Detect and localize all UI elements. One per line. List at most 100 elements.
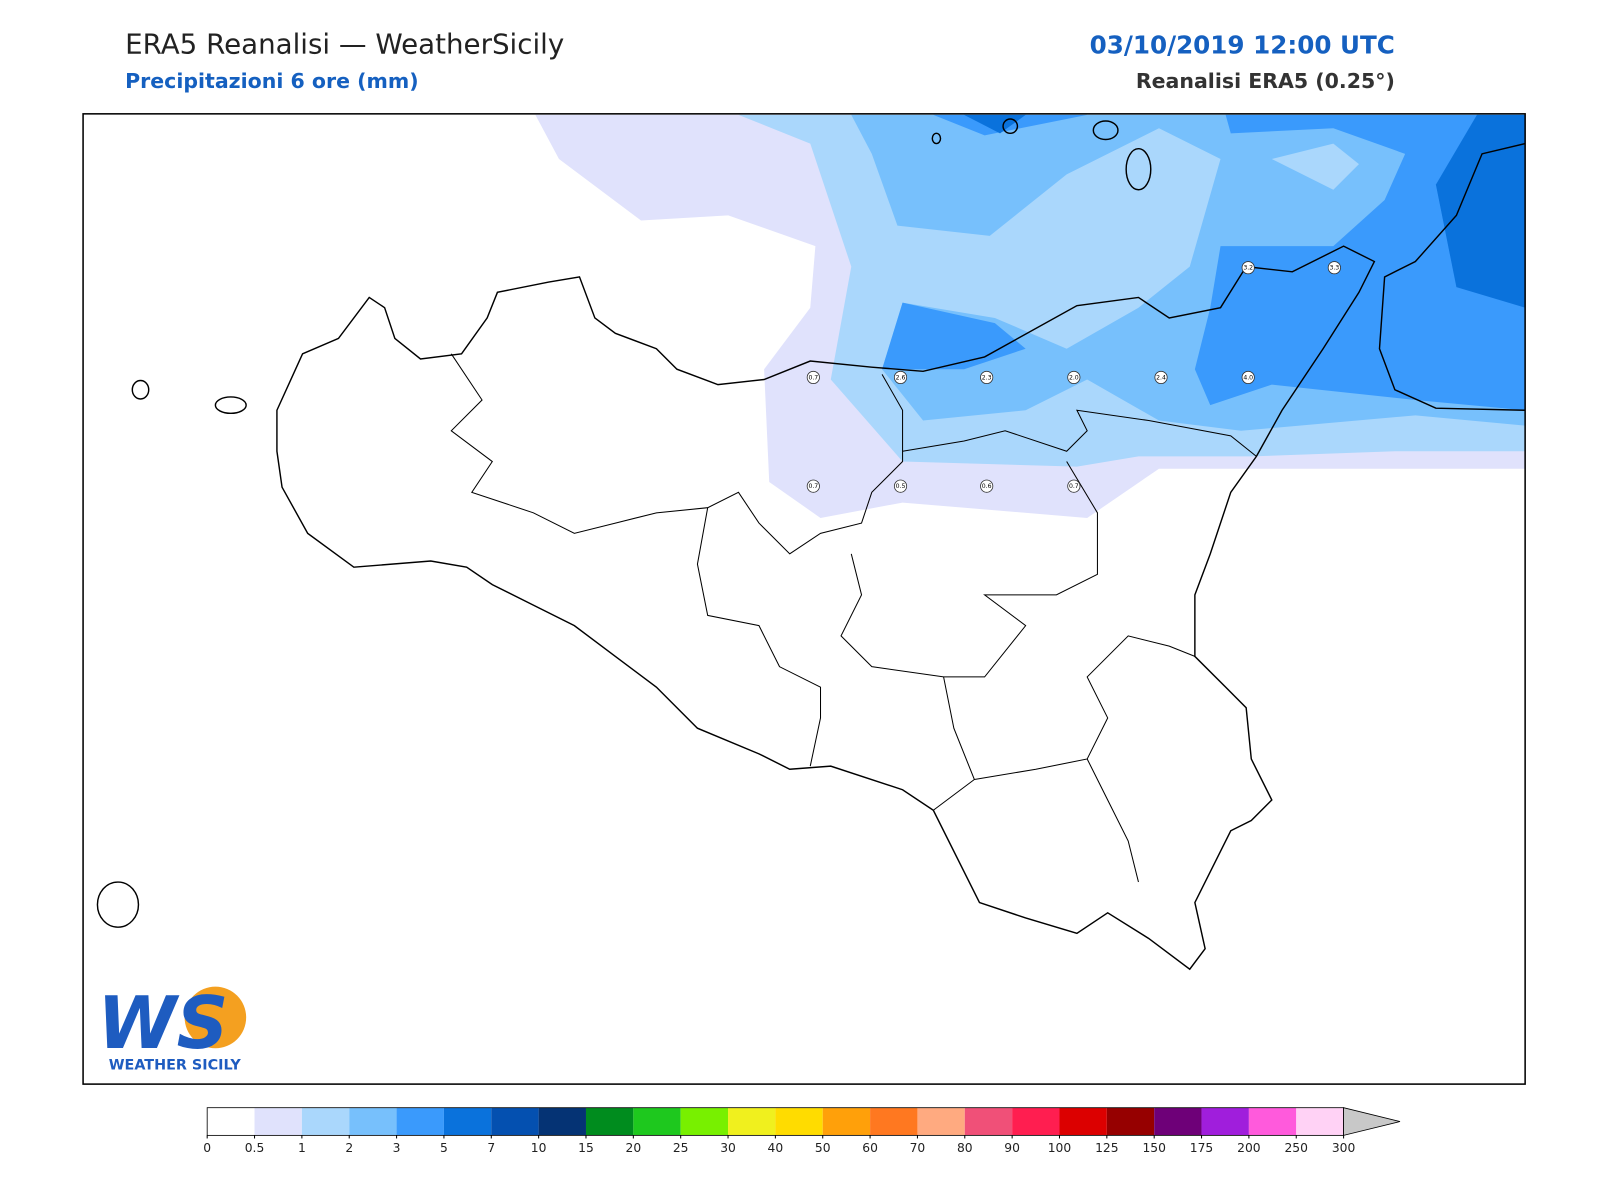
island bbox=[214, 396, 247, 415]
station-value: 2.6 bbox=[896, 374, 906, 381]
colorbar-tick-label: 25 bbox=[673, 1141, 689, 1155]
colorbar-tick-label: 7 bbox=[487, 1141, 495, 1155]
colorbar-tick-label: 0 bbox=[203, 1141, 211, 1155]
island bbox=[131, 379, 150, 400]
colorbar: 0 0.5 1 2 3 5 7 10 15 20 25 30 40 50 60 70 80 90 100 125 150… bbox=[203, 1107, 1401, 1155]
logo-mark: WS bbox=[97, 981, 228, 1065]
colorbar-box bbox=[633, 1107, 681, 1136]
colorbar-tick-label: 250 bbox=[1284, 1141, 1307, 1155]
colorbar-tick-label: 20 bbox=[626, 1141, 642, 1155]
precip-field bbox=[96, 114, 1526, 971]
station-marker bbox=[1327, 261, 1341, 275]
colorbar-tick-label: 90 bbox=[1004, 1141, 1020, 1155]
colorbar-extend bbox=[1343, 1107, 1401, 1136]
station-marker bbox=[806, 479, 820, 493]
datetime: 03/10/2019 12:00 UTC bbox=[1090, 30, 1395, 59]
station-value: 0.5 bbox=[896, 483, 906, 490]
colorbar-tick-label: 60 bbox=[862, 1141, 878, 1155]
title: ERA5 Reanalisi — WeatherSicily bbox=[125, 27, 564, 60]
province-border bbox=[902, 409, 1257, 457]
colorbar-box bbox=[775, 1107, 823, 1136]
station-value: 2.3 bbox=[982, 374, 992, 381]
source: Reanalisi ERA5 (0.25°) bbox=[1136, 69, 1395, 93]
colorbar-box bbox=[396, 1107, 444, 1136]
station-value: 0.7 bbox=[808, 374, 818, 381]
colorbar-box bbox=[1296, 1107, 1344, 1136]
precip-zone bbox=[1271, 143, 1359, 190]
sicily-coast bbox=[276, 245, 1376, 971]
station-value: 0.6 bbox=[982, 483, 992, 490]
colorbar-box bbox=[964, 1107, 1013, 1136]
logo: WS WEATHER SICILY bbox=[97, 981, 247, 1074]
province-border bbox=[933, 676, 975, 811]
colorbar-box bbox=[207, 1107, 255, 1136]
station-value: 0.7 bbox=[808, 483, 818, 490]
station-marker bbox=[980, 479, 994, 493]
stations: 0.7 2.6 2.3 2.0 2.4 4.0 3.2 3.3 0.7 0.5 0.6 0.7 bbox=[806, 261, 1341, 493]
colorbar-tick-label: 100 bbox=[1048, 1141, 1071, 1155]
colorbar-box bbox=[1201, 1107, 1249, 1136]
colorbar-box bbox=[917, 1107, 965, 1136]
logo-name: WEATHER SICILY bbox=[109, 1058, 242, 1074]
station-marker bbox=[1154, 370, 1168, 384]
colorbar-tick-label: 50 bbox=[815, 1141, 831, 1155]
colorbar-box bbox=[1059, 1107, 1107, 1136]
island bbox=[1125, 148, 1152, 191]
station-value: 4.0 bbox=[1243, 374, 1253, 381]
colorbar-tick-label: 40 bbox=[768, 1141, 784, 1155]
station-value: 0.7 bbox=[1069, 483, 1079, 490]
map-frame bbox=[82, 113, 1526, 1085]
colorbar-box bbox=[301, 1107, 350, 1136]
colorbar-box bbox=[1248, 1107, 1297, 1136]
station-marker bbox=[893, 479, 908, 493]
station-marker bbox=[980, 370, 994, 384]
colorbar-tick-label: 2 bbox=[345, 1141, 353, 1155]
station-marker bbox=[806, 370, 820, 384]
station-value: 2.0 bbox=[1069, 374, 1079, 381]
province-border bbox=[696, 507, 822, 767]
colorbar-tick-label: 200 bbox=[1237, 1141, 1260, 1155]
province-border bbox=[1086, 758, 1139, 883]
colorbar-box bbox=[491, 1107, 539, 1136]
province-border bbox=[974, 635, 1196, 780]
station-value: 2.4 bbox=[1156, 374, 1166, 381]
colorbar-box bbox=[1106, 1107, 1155, 1136]
colorbar-tick-label: 175 bbox=[1190, 1141, 1213, 1155]
colorbar-box bbox=[680, 1107, 729, 1136]
colorbar-box bbox=[585, 1107, 634, 1136]
colorbar-tick-label: 3 bbox=[393, 1141, 401, 1155]
colorbar-tick-label: 15 bbox=[578, 1141, 594, 1155]
colorbar-tick-label: 70 bbox=[910, 1141, 926, 1155]
colorbar-box bbox=[443, 1107, 492, 1136]
island bbox=[931, 132, 942, 145]
colorbar-tick-label: 0.5 bbox=[245, 1141, 265, 1155]
precip-zone bbox=[882, 302, 1026, 370]
colorbar-tick-label: 1 bbox=[298, 1141, 306, 1155]
colorbar-tick-label: 125 bbox=[1095, 1141, 1118, 1155]
colorbar-box bbox=[538, 1107, 586, 1136]
colorbar-box bbox=[870, 1107, 918, 1136]
colorbar-box bbox=[254, 1107, 302, 1136]
station-marker bbox=[1241, 261, 1255, 275]
calabria-coast bbox=[1378, 142, 1526, 411]
colorbar-tick-label: 30 bbox=[720, 1141, 736, 1155]
colorbar-box bbox=[349, 1107, 397, 1136]
colorbar-box bbox=[1012, 1107, 1060, 1136]
logo-sun bbox=[184, 986, 247, 1049]
precip-zone bbox=[1435, 114, 1526, 308]
colorbar-tick-label: 80 bbox=[957, 1141, 973, 1155]
station-marker bbox=[1067, 479, 1081, 493]
colorbar-tick-label: 300 bbox=[1332, 1141, 1355, 1155]
station-value: 3.3 bbox=[1329, 265, 1339, 272]
station-marker bbox=[893, 370, 908, 384]
colorbar-tick-label: 150 bbox=[1142, 1141, 1165, 1155]
colorbar-tick-label: 5 bbox=[440, 1141, 448, 1155]
island bbox=[1092, 120, 1119, 141]
colorbar-tick-label: 10 bbox=[531, 1141, 547, 1155]
island bbox=[96, 881, 140, 928]
subtitle: Precipitazioni 6 ore (mm) bbox=[125, 69, 418, 93]
station-marker bbox=[1067, 370, 1081, 384]
island bbox=[1002, 118, 1019, 135]
